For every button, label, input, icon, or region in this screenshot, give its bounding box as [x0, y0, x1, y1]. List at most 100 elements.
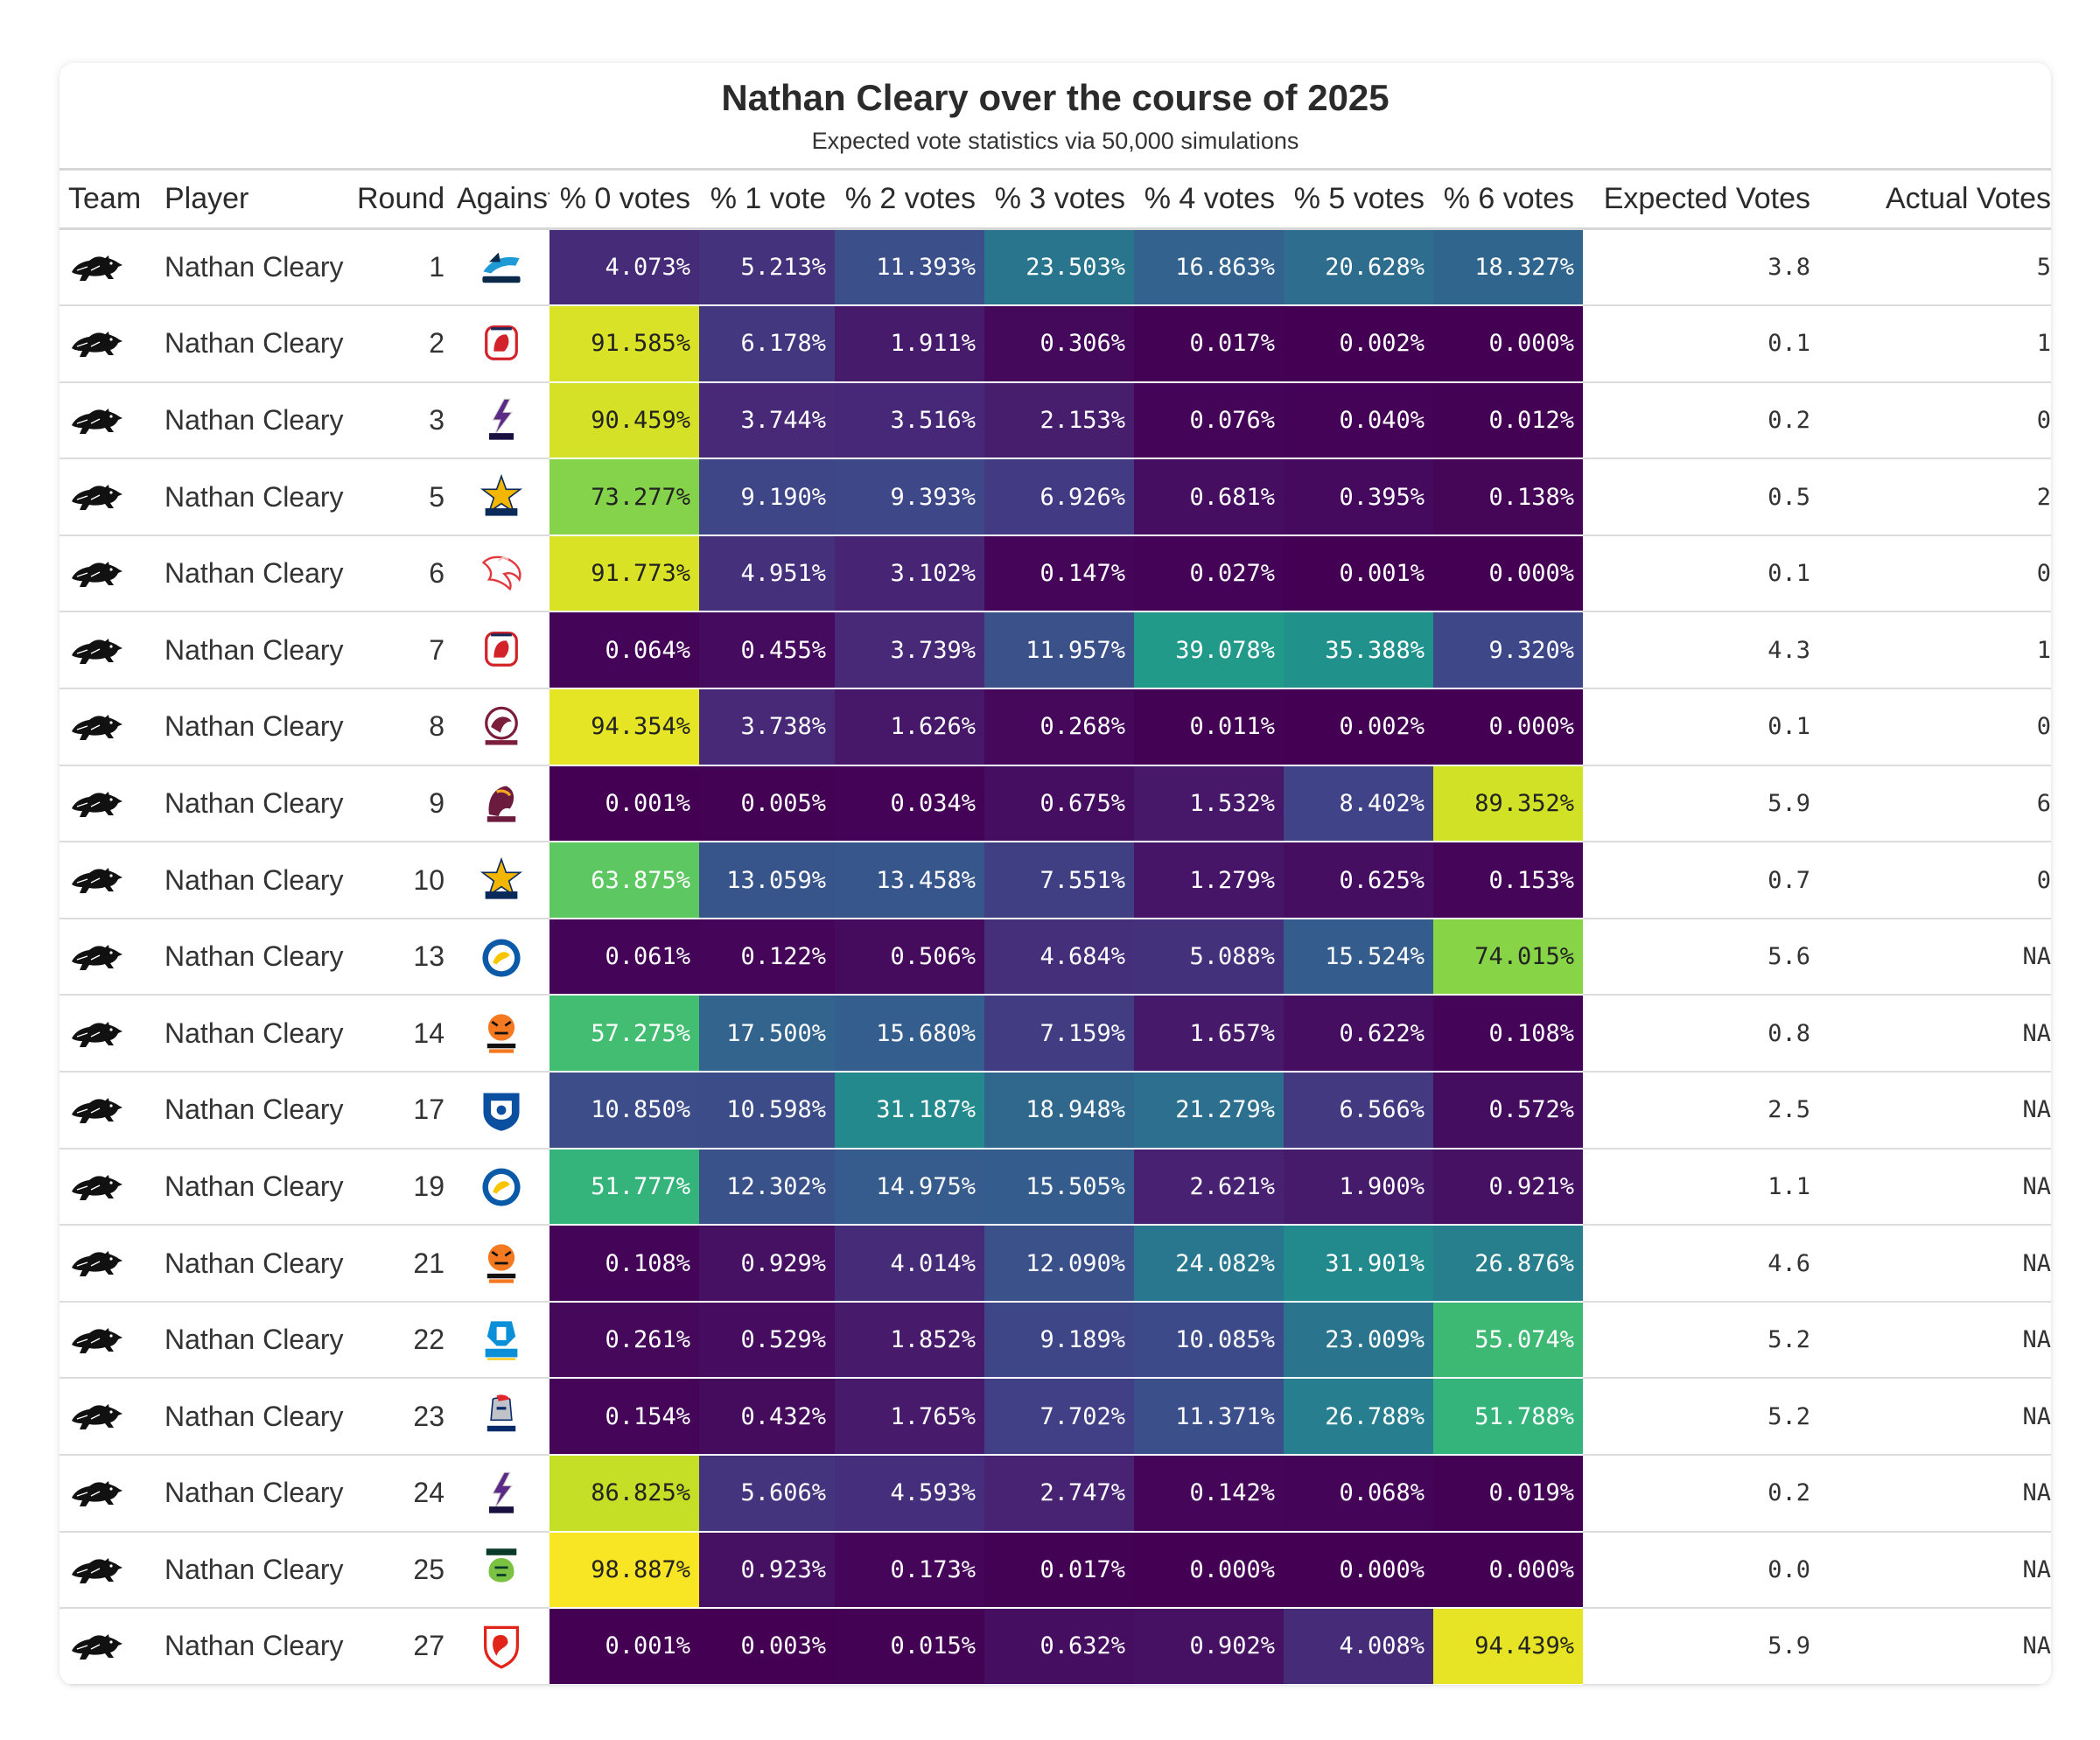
against-cell	[453, 228, 550, 307]
pct-cell-3-votes: 7.551%	[984, 842, 1134, 919]
pct-cell-6-votes: 0.000%	[1433, 535, 1583, 613]
expected-votes: 0.1	[1583, 305, 1819, 383]
pct-cell-0-votes: 73.277%	[550, 458, 699, 536]
expected-votes: 4.3	[1583, 611, 1819, 690]
pct-cell-2-votes: 31.187%	[835, 1072, 984, 1150]
pct-cell-4-votes: 0.142%	[1134, 1455, 1284, 1533]
pct-cell-2-votes: 4.014%	[835, 1225, 984, 1303]
team-cell	[60, 995, 156, 1073]
actual-votes: NA	[1819, 1072, 2051, 1150]
actual-votes: NA	[1819, 995, 2051, 1073]
round-number: 21	[348, 1225, 453, 1303]
against-cell	[453, 458, 550, 536]
pct-cell-5-votes: 15.524%	[1284, 918, 1433, 996]
pct-cell-5-votes: 0.395%	[1284, 458, 1433, 536]
cowboys-logo-icon	[478, 474, 525, 516]
col-header-actual: Actual Votes	[1819, 168, 2051, 230]
pct-cell-6-votes: 0.921%	[1433, 1148, 1583, 1226]
team-cell	[60, 305, 156, 383]
actual-votes: NA	[1819, 1301, 2051, 1380]
player-name: Nathan Cleary	[156, 458, 348, 536]
pct-cell-0-votes: 0.261%	[550, 1301, 699, 1380]
panthers-logo-icon	[70, 1400, 124, 1431]
against-cell	[453, 1148, 550, 1226]
pct-cell-0-votes: 86.825%	[550, 1455, 699, 1533]
round-number: 10	[348, 842, 453, 919]
player-name: Nathan Cleary	[156, 1301, 348, 1380]
wests-tigers-logo-icon	[478, 1014, 525, 1053]
pct-cell-5-votes: 0.625%	[1284, 842, 1433, 919]
expected-votes: 3.8	[1583, 228, 1819, 307]
pct-cell-3-votes: 0.632%	[984, 1608, 1134, 1685]
pct-cell-2-votes: 1.911%	[835, 305, 984, 383]
pct-cell-4-votes: 5.088%	[1134, 918, 1284, 996]
pct-cell-4-votes: 11.371%	[1134, 1378, 1284, 1456]
col-header-pct-6: % 6 votes	[1433, 168, 1583, 230]
pct-cell-1-votes: 17.500%	[699, 995, 835, 1073]
team-cell	[60, 611, 156, 690]
team-cell	[60, 1531, 156, 1610]
pct-cell-1-votes: 0.929%	[699, 1225, 835, 1303]
expected-votes: 2.5	[1583, 1072, 1819, 1150]
roosters-logo-icon	[478, 632, 525, 667]
against-cell	[453, 765, 550, 843]
pct-cell-4-votes: 24.082%	[1134, 1225, 1284, 1303]
team-cell	[60, 1608, 156, 1685]
player-name: Nathan Cleary	[156, 611, 348, 690]
pct-cell-5-votes: 35.388%	[1284, 611, 1433, 690]
panthers-logo-icon	[70, 1477, 124, 1508]
round-number: 7	[348, 611, 453, 690]
pct-cell-0-votes: 10.850%	[550, 1072, 699, 1150]
actual-votes: 0	[1819, 842, 2051, 919]
round-number: 24	[348, 1455, 453, 1533]
pct-cell-5-votes: 0.002%	[1284, 305, 1433, 383]
player-name: Nathan Cleary	[156, 765, 348, 843]
wests-tigers-logo-icon	[478, 1244, 525, 1283]
team-cell	[60, 842, 156, 919]
against-cell	[453, 1072, 550, 1150]
table-row: Nathan Cleary 13 0.061% 0.122% 0.506% 4.684% 5…	[60, 918, 2051, 996]
pct-cell-5-votes: 8.402%	[1284, 765, 1433, 843]
pct-cell-6-votes: 0.572%	[1433, 1072, 1583, 1150]
panthers-logo-icon	[70, 1630, 124, 1661]
actual-votes: NA	[1819, 1531, 2051, 1610]
pct-cell-1-votes: 0.529%	[699, 1301, 835, 1380]
panthers-logo-icon	[70, 1017, 124, 1048]
pct-cell-1-votes: 0.923%	[699, 1531, 835, 1610]
pct-cell-3-votes: 9.189%	[984, 1301, 1134, 1380]
against-cell	[453, 688, 550, 766]
player-name: Nathan Cleary	[156, 1378, 348, 1456]
pct-cell-2-votes: 3.739%	[835, 611, 984, 690]
pct-cell-2-votes: 3.516%	[835, 381, 984, 460]
pct-cell-3-votes: 11.957%	[984, 611, 1134, 690]
pct-cell-5-votes: 20.628%	[1284, 228, 1433, 307]
round-number: 23	[348, 1378, 453, 1456]
panthers-logo-icon	[70, 786, 124, 818]
pct-cell-6-votes: 26.876%	[1433, 1225, 1583, 1303]
expected-votes: 0.2	[1583, 1455, 1819, 1533]
team-cell	[60, 688, 156, 766]
pct-cell-0-votes: 0.001%	[550, 1608, 699, 1685]
player-name: Nathan Cleary	[156, 1225, 348, 1303]
player-name: Nathan Cleary	[156, 305, 348, 383]
pct-cell-2-votes: 4.593%	[835, 1455, 984, 1533]
pct-cell-0-votes: 0.154%	[550, 1378, 699, 1456]
pct-cell-3-votes: 18.948%	[984, 1072, 1134, 1150]
pct-cell-2-votes: 11.393%	[835, 228, 984, 307]
actual-votes: NA	[1819, 1455, 2051, 1533]
col-header-pct-4: % 4 votes	[1134, 168, 1284, 230]
actual-votes: NA	[1819, 1148, 2051, 1226]
pct-cell-5-votes: 0.040%	[1284, 381, 1433, 460]
table-row: Nathan Cleary 10 63.875% 13.059% 13.458% 7.55…	[60, 842, 2051, 919]
raiders-logo-icon	[478, 1548, 525, 1583]
player-name: Nathan Cleary	[156, 535, 348, 613]
table-row: Nathan Cleary 22 0.261% 0.529% 1.852% 9.189% 1…	[60, 1301, 2051, 1380]
pct-cell-0-votes: 90.459%	[550, 381, 699, 460]
actual-votes: 0	[1819, 688, 2051, 766]
panthers-logo-icon	[70, 327, 124, 359]
pct-cell-3-votes: 7.159%	[984, 995, 1134, 1073]
chart-card: Nathan Cleary over the course of 2025 Ex…	[60, 63, 2051, 1685]
pct-cell-6-votes: 51.788%	[1433, 1378, 1583, 1456]
team-cell	[60, 458, 156, 536]
team-cell	[60, 1455, 156, 1533]
